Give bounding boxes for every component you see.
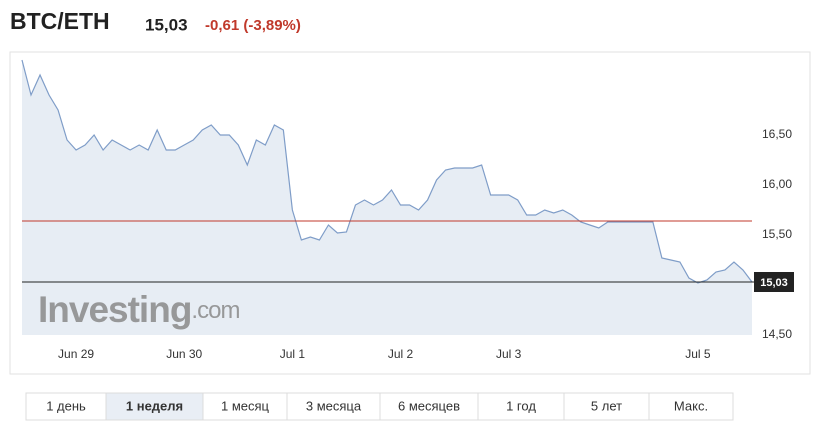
y-tick-label: 15,50 xyxy=(762,227,792,241)
range-buttons: 1 день 1 неделя 1 месяц 3 месяца 6 месяцев 1 … xyxy=(25,392,734,421)
watermark-brand: Investing xyxy=(38,289,191,330)
chart-frame xyxy=(9,51,811,375)
area-fill xyxy=(22,60,752,335)
x-tick-label: Jun 30 xyxy=(166,347,202,361)
y-tick-label: 16,50 xyxy=(762,127,792,141)
range-button[interactable] xyxy=(105,392,204,421)
y-tick-label: 14,50 xyxy=(762,327,792,341)
last-price-tag xyxy=(754,272,794,292)
last-price-label: 15,03 xyxy=(760,277,788,289)
symbol: BTC/ETH xyxy=(10,8,110,34)
range-button[interactable] xyxy=(202,392,288,421)
range-button-label[interactable]: 1 месяц xyxy=(221,398,270,413)
x-tick-label: Jul 5 xyxy=(685,347,711,361)
price: 15,03 xyxy=(145,15,188,34)
range-button-label[interactable]: 6 месяцев xyxy=(398,398,460,413)
price-line xyxy=(21,59,753,284)
range-button-label[interactable]: 1 неделя xyxy=(126,398,183,413)
y-tick-label: 16,00 xyxy=(762,177,792,191)
x-tick-label: Jul 1 xyxy=(280,347,306,361)
watermark-suffix: .com xyxy=(191,297,239,324)
range-button[interactable] xyxy=(563,392,650,421)
range-button-label[interactable]: 3 месяца xyxy=(306,398,362,413)
range-button[interactable] xyxy=(477,392,565,421)
range-button[interactable] xyxy=(648,392,734,421)
range-button-label[interactable]: Макс. xyxy=(674,398,708,413)
x-tick-label: Jul 2 xyxy=(388,347,414,361)
range-button[interactable] xyxy=(286,392,381,421)
range-button-label[interactable]: 5 лет xyxy=(591,398,622,413)
plot: 14,50 15,50 16,00 16,50 15,03 Jun 29 Jun 30 Jul… xyxy=(21,59,794,361)
watermark: Investing.com xyxy=(38,289,239,330)
change: -0,61 (-3,89%) xyxy=(205,17,301,34)
x-tick-label: Jun 29 xyxy=(58,347,94,361)
x-tick-label: Jul 3 xyxy=(496,347,522,361)
range-button-label[interactable]: 1 день xyxy=(46,398,86,413)
range-button-label[interactable]: 1 год xyxy=(506,398,536,413)
